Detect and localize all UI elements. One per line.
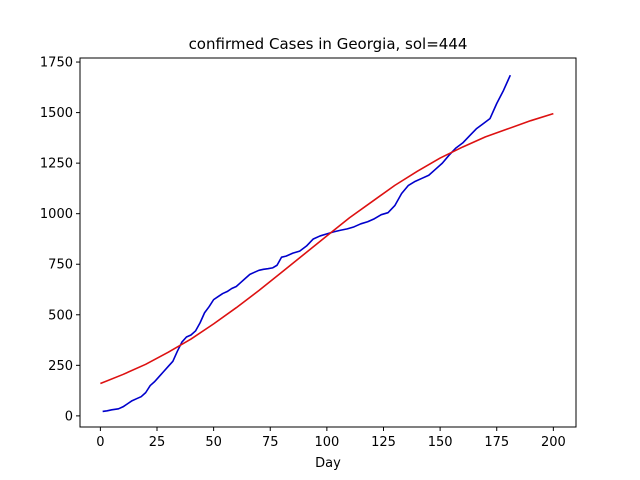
x-tick-label: 100: [314, 435, 339, 450]
y-tick-label: 1250: [40, 157, 73, 172]
x-axis-label: Day: [315, 456, 341, 471]
y-tick-label: 1000: [40, 207, 73, 222]
x-tick-label: 75: [262, 435, 279, 450]
series-line-observed: [102, 74, 512, 413]
y-tick-label: 500: [48, 308, 73, 323]
y-axis-ticks: 0 250 500 750 1000 1250 1500 1750: [40, 56, 80, 424]
chart-title: confirmed Cases in Georgia, sol=444: [189, 35, 468, 53]
x-axis-ticks: 0 25 50 75 100 125 150 175 200: [96, 427, 566, 450]
y-tick-label: 750: [48, 258, 73, 273]
x-tick-label: 150: [428, 435, 453, 450]
series-line-fit: [100, 112, 554, 385]
x-tick-label: 175: [484, 435, 509, 450]
series-layer: [100, 74, 554, 413]
y-tick-label: 0: [65, 409, 73, 424]
plot-frame: [79, 57, 577, 428]
x-tick-label: 0: [96, 435, 104, 450]
y-tick-label: 1500: [40, 106, 73, 121]
y-tick-label: 250: [48, 359, 73, 374]
x-tick-label: 25: [149, 435, 166, 450]
x-tick-label: 200: [541, 435, 566, 450]
y-tick-label: 1750: [40, 56, 73, 71]
x-tick-label: 125: [371, 435, 396, 450]
x-tick-label: 50: [205, 435, 222, 450]
